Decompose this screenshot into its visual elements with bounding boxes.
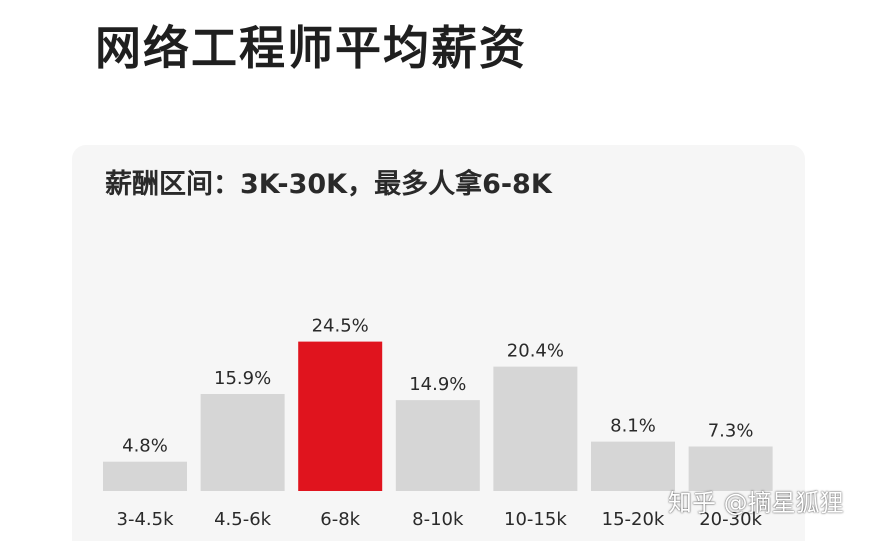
watermark: 知乎 @摘星狐狸 <box>668 489 844 517</box>
chart-subtitle: 薪酬区间：3K-30K，最多人拿6-8K <box>105 169 552 200</box>
bar-15-20k <box>591 441 675 491</box>
salary-bar-chart: 4.8% 3-4.5k 15.9% 4.5-6k 24.5% 6-8k 14.9% 8-10k… <box>103 316 773 530</box>
category-label-4.5-6k: 4.5-6k <box>214 509 272 530</box>
bar-6-8k <box>298 341 383 491</box>
bar-3-4.5k <box>103 461 187 491</box>
category-label-3-4.5k: 3-4.5k <box>117 509 175 530</box>
category-label-10-15k: 10-15k <box>504 509 567 530</box>
data-label-8-10k: 14.9% <box>409 374 466 395</box>
data-label-20-30k: 7.3% <box>708 421 754 442</box>
bar-4.5-6k <box>200 394 285 491</box>
chart-card: 薪酬区间：3K-30K，最多人拿6-8K 4.8% 3-4.5k 15.9% 4.5-… <box>72 145 805 541</box>
category-label-8-10k: 8-10k <box>412 509 464 530</box>
data-label-6-8k: 24.5% <box>312 316 369 337</box>
category-label-20-30k: 20-30k <box>699 509 762 530</box>
data-label-10-15k: 20.4% <box>507 341 564 362</box>
bar-10-15k <box>493 366 578 491</box>
bar-8-10k <box>395 400 480 491</box>
data-label-4.5-6k: 15.9% <box>214 368 271 389</box>
data-label-3-4.5k: 4.8% <box>122 436 168 457</box>
bar-20-30k <box>688 446 773 491</box>
data-label-15-20k: 8.1% <box>610 416 656 437</box>
category-label-15-20k: 15-20k <box>602 509 665 530</box>
category-label-6-8k: 6-8k <box>320 509 360 530</box>
page-title: 网络工程师平均薪资 <box>95 21 527 75</box>
